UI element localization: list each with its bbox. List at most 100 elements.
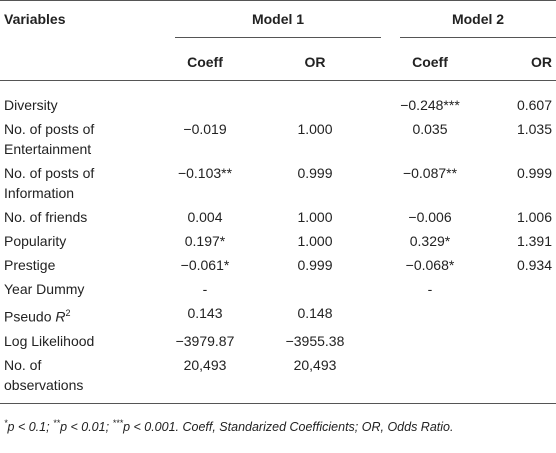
- cell-text: 1.000: [297, 209, 333, 225]
- value-cell: −0.103**: [165, 161, 245, 205]
- cell-text: 0.999: [297, 257, 333, 273]
- value-cell: −0.019: [165, 117, 245, 161]
- table-row: Log Likelihood −3979.87 −3955.38: [0, 329, 556, 353]
- header-row: Variables Model 1 Model 2: [0, 1, 556, 47]
- cell-text: −3979.87: [175, 332, 235, 349]
- table-row: Prestige −0.061* 0.999 −0.068* 0.934: [0, 253, 556, 277]
- value-cell: −0.087**: [385, 161, 475, 205]
- column-header: Coeff: [385, 46, 475, 81]
- value-cell: [475, 329, 556, 353]
- cell-text: 0.999: [516, 165, 552, 181]
- label-line: Entertainment: [4, 141, 92, 157]
- cell-text: −0.006: [408, 209, 452, 225]
- cell-text: −3955.38: [285, 332, 345, 349]
- value-cell: 1.000: [245, 205, 385, 229]
- table-row: Pseudo R2 0.143 0.148: [0, 301, 556, 329]
- model-header: Model 2: [400, 9, 556, 38]
- label-line: No. of friends: [4, 209, 88, 225]
- cell-text: −0.068*: [405, 257, 455, 273]
- label-line: Popularity: [4, 233, 67, 249]
- table-row: No. of posts of Information −0.103** 0.999 −…: [0, 161, 556, 205]
- column-header: Coeff: [165, 46, 245, 81]
- label-line: Information: [4, 185, 75, 201]
- label-line: Pseudo: [4, 308, 56, 325]
- row-label: Diversity: [0, 81, 165, 118]
- cell-text: 1.035: [516, 121, 552, 137]
- table-row: No. of friends 0.004 1.000 −0.006 1.006: [0, 205, 556, 229]
- value-cell: 0.607: [475, 81, 556, 118]
- table-row: Year Dummy - -: [0, 277, 556, 301]
- value-cell: 0.004: [165, 205, 245, 229]
- value-cell: −3979.87: [165, 329, 245, 353]
- row-label: Popularity: [0, 229, 165, 253]
- row-label: No. of posts of Information: [0, 161, 165, 205]
- value-cell: [385, 301, 475, 329]
- value-cell: -: [385, 277, 475, 301]
- header-cell: [0, 46, 165, 81]
- results-table: Variables Model 1 Model 2 Coeff OR Coeff…: [0, 0, 556, 404]
- label-line: Prestige: [4, 257, 56, 273]
- cell-text: 1.000: [297, 233, 333, 249]
- cell-text: 0.329*: [409, 233, 451, 249]
- footnote: *p < 0.1; **p < 0.01; ***p < 0.001. Coef…: [0, 404, 556, 434]
- value-cell: 0.934: [475, 253, 556, 277]
- column-header: OR: [475, 46, 556, 81]
- value-cell: [475, 352, 556, 404]
- value-cell: 0.035: [385, 117, 475, 161]
- label-line: No. of posts of: [4, 121, 95, 137]
- value-cell: −0.006: [385, 205, 475, 229]
- cell-text: −0.103**: [177, 165, 233, 181]
- footnote-part: p < 0.1;: [7, 419, 54, 434]
- cell-text: 20,493: [183, 356, 227, 373]
- table-row: Popularity 0.197* 1.000 0.329* 1.391: [0, 229, 556, 253]
- cell-text: 1.391: [516, 233, 552, 249]
- label-line: Year Dummy: [4, 281, 85, 297]
- model-header: Model 1: [175, 9, 381, 38]
- value-cell: 20,493: [165, 352, 245, 404]
- subheader-row: Coeff OR Coeff OR: [0, 46, 556, 81]
- row-label: No. of observations: [0, 352, 165, 404]
- cell-text: −0.061*: [180, 257, 230, 273]
- footnote-part: *: [4, 417, 8, 428]
- cell-text: 0.004: [187, 209, 223, 225]
- footnote-part: p < 0.01;: [60, 419, 113, 434]
- value-cell: [385, 329, 475, 353]
- cell-text: 0.148: [297, 305, 333, 321]
- table-row: No. of posts of Entertainment −0.019 1.000 0…: [0, 117, 556, 161]
- column-header: OR: [245, 46, 385, 81]
- table-body: Diversity −0.248*** 0.607 No. of posts of En…: [0, 81, 556, 404]
- value-cell: −0.061*: [165, 253, 245, 277]
- label-line: Log Likelihood: [4, 332, 95, 349]
- cell-text: 0.143: [187, 305, 223, 321]
- value-cell: [475, 301, 556, 329]
- cell-text: 1.000: [297, 121, 333, 137]
- table-row: No. of observations 20,493 20,493: [0, 352, 556, 404]
- value-cell: 0.148: [245, 301, 385, 329]
- row-label: Log Likelihood: [0, 329, 165, 353]
- cell-text: 0.197*: [184, 233, 226, 249]
- cell-text: 1.006: [516, 209, 552, 225]
- label-line: Diversity: [4, 97, 58, 113]
- row-label: No. of posts of Entertainment: [0, 117, 165, 161]
- cell-text: 0.607: [516, 97, 552, 113]
- value-cell: [245, 81, 385, 118]
- value-cell: 0.329*: [385, 229, 475, 253]
- footnote-part: ***: [112, 417, 124, 428]
- row-label: Year Dummy: [0, 277, 165, 301]
- value-cell: [385, 352, 475, 404]
- value-cell: 1.391: [475, 229, 556, 253]
- row-label: Prestige: [0, 253, 165, 277]
- value-cell: 1.035: [475, 117, 556, 161]
- value-cell: 1.000: [245, 117, 385, 161]
- header-cell: Variables: [4, 11, 66, 27]
- cell-text: -: [202, 281, 208, 297]
- row-label: No. of friends: [0, 205, 165, 229]
- header-cell: Model 1: [165, 1, 385, 47]
- label-line: No. of: [4, 356, 42, 373]
- value-cell: 1.000: [245, 229, 385, 253]
- value-cell: 0.999: [245, 161, 385, 205]
- value-cell: −0.068*: [385, 253, 475, 277]
- value-cell: 0.197*: [165, 229, 245, 253]
- value-cell: 1.006: [475, 205, 556, 229]
- value-cell: [245, 277, 385, 301]
